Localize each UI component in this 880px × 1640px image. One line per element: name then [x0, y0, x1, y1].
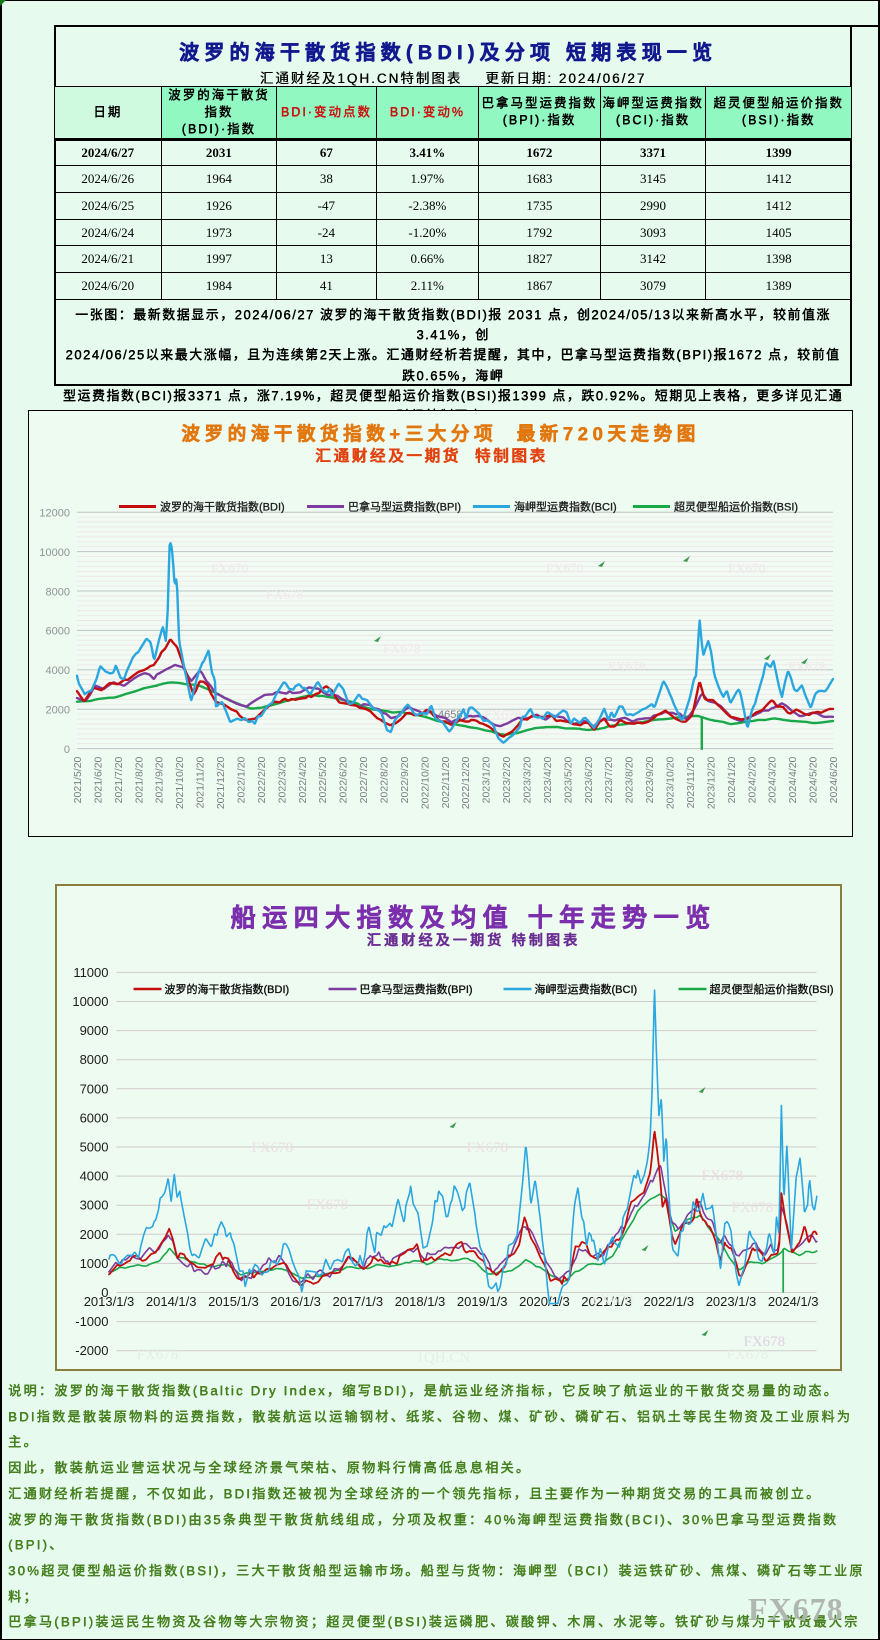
svg-text:2022/5/20: 2022/5/20	[317, 756, 329, 803]
svg-text:2024/2/20: 2024/2/20	[746, 756, 758, 803]
svg-text:2023/3/20: 2023/3/20	[522, 756, 534, 803]
svg-text:2018/1/3: 2018/1/3	[395, 1294, 446, 1309]
svg-text:3000: 3000	[80, 1198, 109, 1213]
svg-text:2015/1/3: 2015/1/3	[208, 1294, 259, 1309]
svg-text:2023/11/20: 2023/11/20	[685, 756, 697, 808]
svg-text:12000: 12000	[39, 508, 70, 520]
svg-text:4000: 4000	[46, 665, 70, 677]
svg-text:2024/5/20: 2024/5/20	[808, 756, 820, 803]
svg-text:2021/8/20: 2021/8/20	[133, 756, 145, 803]
svg-text:0: 0	[64, 744, 70, 756]
svg-text:8000: 8000	[80, 1052, 109, 1067]
svg-text:2022/1/3: 2022/1/3	[643, 1294, 694, 1309]
svg-text:2021/11/20: 2021/11/20	[195, 756, 207, 808]
svg-text:2023/9/20: 2023/9/20	[644, 756, 656, 803]
svg-text:8000: 8000	[46, 586, 70, 598]
svg-text:2024/3/20: 2024/3/20	[767, 756, 779, 803]
svg-text:FX678: FX678	[307, 1197, 349, 1213]
svg-text:-1000: -1000	[75, 1314, 108, 1329]
svg-text:2022/3/20: 2022/3/20	[276, 756, 288, 803]
svg-text:2022/2/20: 2022/2/20	[256, 756, 268, 803]
svg-text:2022/8/20: 2022/8/20	[379, 756, 391, 803]
svg-text:6000: 6000	[46, 626, 70, 638]
svg-text:FX678: FX678	[788, 659, 826, 674]
svg-text:2017/1/3: 2017/1/3	[332, 1294, 383, 1309]
svg-text:1000: 1000	[80, 1256, 109, 1271]
svg-text:FX678: FX678	[592, 1292, 634, 1308]
svg-text:7000: 7000	[80, 1081, 109, 1096]
svg-text:2021/1/3: 2021/1/3	[581, 1294, 632, 1309]
svg-text:10000: 10000	[39, 547, 70, 559]
svg-text:2023/2/20: 2023/2/20	[501, 756, 513, 803]
svg-text:超灵便型船运价指数(BSI): 超灵便型船运价指数(BSI)	[710, 982, 834, 996]
svg-text:FX670: FX670	[546, 561, 584, 576]
svg-text:海岬型运费指数(BCI): 海岬型运费指数(BCI)	[535, 982, 638, 996]
svg-text:FX678: FX678	[383, 641, 421, 656]
svg-text:2023/1/3: 2023/1/3	[706, 1294, 757, 1309]
svg-text:2021/7/20: 2021/7/20	[113, 756, 125, 803]
svg-text:1QH.CN: 1QH.CN	[417, 1350, 471, 1366]
svg-text:波罗的海干散货指数(BDI): 波罗的海干散货指数(BDI)	[165, 982, 290, 996]
svg-text:FX678: FX678	[137, 1347, 179, 1363]
svg-text:10000: 10000	[72, 994, 108, 1009]
svg-text:9000: 9000	[80, 1023, 109, 1038]
svg-text:2014/1/3: 2014/1/3	[146, 1294, 197, 1309]
svg-text:2021/12/20: 2021/12/20	[215, 756, 227, 809]
svg-text:FX678: FX678	[467, 1140, 509, 1156]
svg-text:2022/10/20: 2022/10/20	[419, 756, 431, 809]
svg-text:巴拿马型运费指数(BPI): 巴拿马型运费指数(BPI)	[360, 982, 473, 996]
svg-text:FX670: FX670	[211, 561, 249, 576]
svg-text:5000: 5000	[80, 1140, 109, 1155]
svg-text:2000: 2000	[46, 705, 70, 717]
svg-text:2024/1/20: 2024/1/20	[726, 756, 738, 803]
svg-text:2021/5/20: 2021/5/20	[72, 756, 84, 803]
svg-text:FX678: FX678	[252, 1140, 294, 1156]
svg-text:FX678: FX678	[484, 707, 522, 722]
svg-text:2023/8/20: 2023/8/20	[624, 756, 636, 803]
svg-text:FX678: FX678	[702, 1168, 744, 1184]
svg-text:FX678: FX678	[266, 587, 304, 602]
svg-text:2023/4/20: 2023/4/20	[542, 756, 554, 803]
svg-text:2024/4/20: 2024/4/20	[787, 756, 799, 803]
svg-text:2024/1/3: 2024/1/3	[768, 1294, 819, 1309]
svg-text:FX670: FX670	[728, 561, 766, 576]
svg-text:2021/6/20: 2021/6/20	[92, 756, 104, 803]
svg-text:2019/1/3: 2019/1/3	[457, 1294, 508, 1309]
svg-text:2024/6/20: 2024/6/20	[828, 756, 840, 803]
svg-text:波罗的海干散货指数(BDI): 波罗的海干散货指数(BDI)	[160, 500, 285, 514]
svg-text:2022/12/20: 2022/12/20	[460, 756, 472, 809]
svg-text:2022/1/20: 2022/1/20	[236, 756, 248, 803]
svg-text:11000: 11000	[73, 965, 108, 980]
svg-text:4000: 4000	[80, 1169, 109, 1184]
svg-text:FX678: FX678	[732, 1200, 774, 1216]
svg-text:2022/6/20: 2022/6/20	[338, 756, 350, 803]
svg-text:2022/9/20: 2022/9/20	[399, 756, 411, 803]
svg-text:海岬型运费指数(BCI): 海岬型运费指数(BCI)	[514, 500, 617, 514]
svg-text:2000: 2000	[80, 1227, 109, 1242]
svg-text:6000: 6000	[80, 1110, 109, 1125]
svg-text:超灵便型船运价指数(BSI): 超灵便型船运价指数(BSI)	[674, 500, 798, 514]
svg-text:FX678: FX678	[727, 1347, 769, 1363]
svg-text:2023/1/20: 2023/1/20	[481, 756, 493, 803]
svg-text:2022/7/20: 2022/7/20	[358, 756, 370, 803]
svg-text:2022/11/20: 2022/11/20	[440, 756, 452, 808]
svg-text:2020/1/3: 2020/1/3	[519, 1294, 570, 1309]
svg-text:2023/6/20: 2023/6/20	[583, 756, 595, 803]
svg-text:2023/5/20: 2023/5/20	[562, 756, 574, 803]
svg-text:2013/1/3: 2013/1/3	[84, 1294, 135, 1309]
svg-text:FX678: FX678	[608, 659, 646, 674]
svg-text:FX678: FX678	[744, 1334, 786, 1350]
svg-text:0: 0	[101, 1285, 108, 1300]
svg-text:2023/12/20: 2023/12/20	[705, 756, 717, 809]
svg-text:2022/4/20: 2022/4/20	[297, 756, 309, 803]
svg-text:2021/10/20: 2021/10/20	[174, 756, 186, 809]
svg-text:巴拿马型运费指数(BPI): 巴拿马型运费指数(BPI)	[348, 500, 461, 514]
svg-text:2023/10/20: 2023/10/20	[665, 756, 677, 809]
svg-text:-2000: -2000	[75, 1343, 108, 1358]
svg-text:2023/7/20: 2023/7/20	[603, 756, 615, 803]
svg-text:2021/9/20: 2021/9/20	[154, 756, 166, 803]
svg-text:2016/1/3: 2016/1/3	[270, 1294, 321, 1309]
